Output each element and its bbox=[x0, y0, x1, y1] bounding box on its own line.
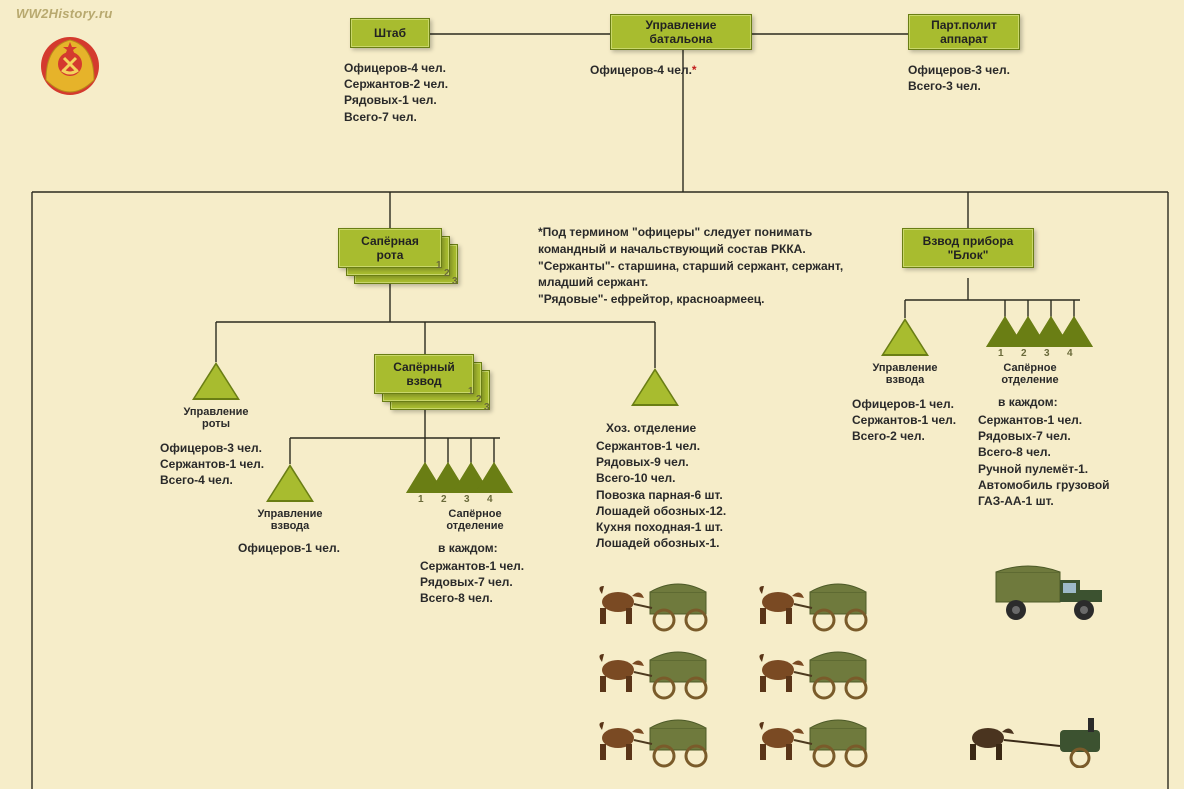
lbl-company-hq: Управление роты bbox=[183, 406, 248, 430]
horse-cart-icon bbox=[750, 708, 890, 768]
plt-hq-personnel: Офицеров-1 чел. bbox=[238, 540, 340, 556]
watermark-text: WW2History.ru bbox=[16, 6, 113, 21]
blok-plt-hq-personnel: Офицеров-1 чел. Сержантов-1 чел. Всего-2… bbox=[852, 396, 956, 445]
squad-personnel: Сержантов-1 чел. Рядовых-7 чел. Всего-8 … bbox=[420, 558, 524, 607]
xo-title: Хоз. отделение bbox=[606, 420, 696, 436]
lbl-platoon-hq: Управление взвода bbox=[257, 508, 322, 532]
hq-personnel: Офицеров-4 чел. Сержантов-2 чел. Рядовых… bbox=[344, 60, 448, 125]
lbl-blok-plt-hq: Управление взвода bbox=[872, 362, 937, 386]
horse-cart-icon bbox=[590, 572, 730, 632]
cmd-personnel: Офицеров-4 чел.* bbox=[590, 62, 697, 78]
horse-cart-icon bbox=[750, 572, 890, 632]
stack-sapper-company: Сапёрная рота 1 2 3 bbox=[338, 228, 442, 268]
box-cmd: Управление батальона bbox=[610, 14, 752, 50]
blok-squad-personnel: Сержантов-1 чел. Рядовых-7 чел. Всего-8 … bbox=[978, 412, 1110, 509]
box-blok: Взвод прибора "Блок" bbox=[902, 228, 1034, 268]
politic-personnel: Офицеров-3 чел. Всего-3 чел. bbox=[908, 62, 1010, 94]
lbl-squad: Сапёрное отделение bbox=[446, 508, 503, 532]
stack-sapper-platoon: Сапёрный взвод 1 2 3 bbox=[374, 354, 474, 394]
coy-hq-personnel: Офицеров-3 чел. Сержантов-1 чел. Всего-4… bbox=[160, 440, 264, 489]
truck-icon bbox=[990, 560, 1110, 624]
soviet-crest-icon bbox=[38, 34, 102, 98]
blok-squad-subtitle: в каждом: bbox=[998, 394, 1058, 410]
terminology-note: *Под термином "офицеры" следует понимать… bbox=[538, 224, 878, 308]
box-politic: Парт.полит аппарат bbox=[908, 14, 1020, 50]
horse-cart-icon bbox=[590, 708, 730, 768]
horse-cart-icon bbox=[750, 640, 890, 700]
xo-personnel: Сержантов-1 чел. Рядовых-9 чел. Всего-10… bbox=[596, 438, 726, 551]
horse-cart-icon bbox=[590, 640, 730, 700]
lbl-blok-squad: Сапёрное отделение bbox=[1001, 362, 1058, 386]
box-hq: Штаб bbox=[350, 18, 430, 48]
squad-subtitle: в каждом: bbox=[438, 540, 498, 556]
field-kitchen-icon bbox=[960, 712, 1130, 768]
